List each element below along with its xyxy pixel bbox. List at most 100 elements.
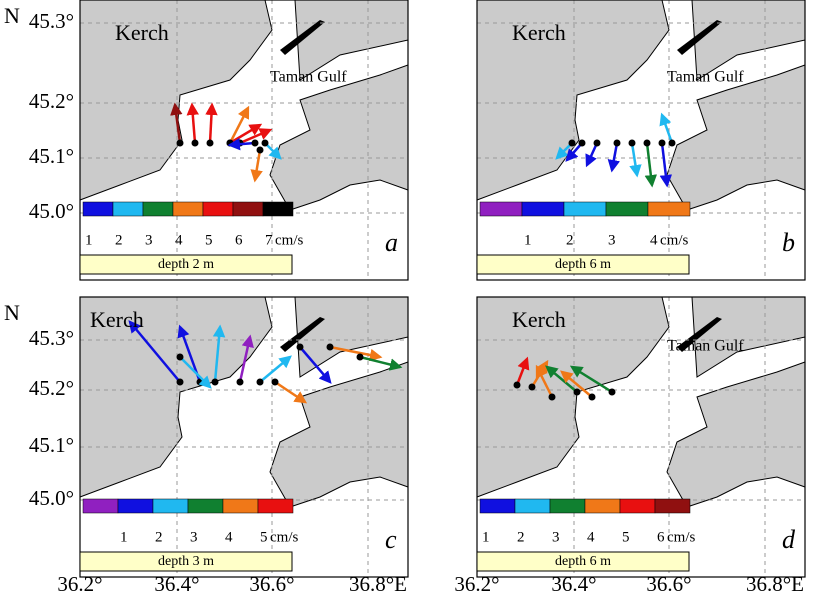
colorbar-segment xyxy=(202,201,234,217)
lon-label: 36.2° xyxy=(57,572,102,596)
depth-label: depth 2 m xyxy=(158,257,214,272)
map-panel: Kerch Taman Gulf 1 2 3 4 5 6 7 cm/s depth 2 m a xyxy=(79,0,409,281)
land-west xyxy=(476,0,670,201)
current-arrow xyxy=(128,320,181,383)
current-arrow xyxy=(228,105,250,144)
station xyxy=(326,343,334,351)
station xyxy=(658,139,666,147)
spit xyxy=(280,317,325,352)
depth-box xyxy=(476,254,690,275)
place-label: Taman Gulf xyxy=(667,338,744,355)
map-panel: Kerch Taman Gulf 1 2 3 4 cm/s depth 6 m b xyxy=(476,0,806,281)
north-label: N xyxy=(4,3,20,28)
colorbar-tick-label: 5 xyxy=(622,529,630,545)
frame xyxy=(79,296,409,578)
current-arrow xyxy=(555,142,573,160)
current-arrow xyxy=(238,334,254,383)
current-arrow xyxy=(659,142,673,188)
place-label: Kerch xyxy=(115,20,169,45)
station xyxy=(578,139,586,147)
lon-label: 36.8°E xyxy=(746,572,804,596)
panel-letter: d xyxy=(782,525,796,554)
panel-letter: b xyxy=(782,228,795,257)
colorbar-segment xyxy=(549,498,586,514)
current-arrow xyxy=(607,142,620,173)
frame xyxy=(476,296,806,578)
colorbar-tick-label: 3 xyxy=(145,232,153,248)
current-arrow xyxy=(264,142,282,160)
colorbar-segment xyxy=(619,498,656,514)
colorbar-tick-label: 4 xyxy=(587,529,595,545)
station xyxy=(568,139,576,147)
station xyxy=(256,378,264,386)
colorbar-segment xyxy=(563,201,607,217)
colorbar-segment xyxy=(654,498,691,514)
lon-label: 36.4° xyxy=(551,572,596,596)
colorbar-tick-label: 3 xyxy=(608,232,616,248)
station xyxy=(548,393,556,401)
station xyxy=(236,378,244,386)
current-arrow xyxy=(569,365,613,394)
place-label: Taman Gulf xyxy=(667,69,744,86)
lat-label: 45.3° xyxy=(29,326,74,350)
lat-label: 45.1° xyxy=(29,144,74,168)
colorbar-segment xyxy=(82,201,114,217)
depth-label: depth 3 m xyxy=(158,554,214,569)
frame xyxy=(79,0,409,281)
current-arrow xyxy=(535,364,554,398)
current-arrow xyxy=(329,345,383,362)
colorbar-segment xyxy=(82,498,119,514)
lon-label: 36.6° xyxy=(249,572,294,596)
colorbar-unit: cm/s xyxy=(270,529,298,545)
current-arrow xyxy=(179,356,212,389)
current-arrow xyxy=(186,102,200,144)
station xyxy=(588,393,596,401)
depth-box xyxy=(79,254,293,275)
colorbar-segment xyxy=(172,201,204,217)
current-arrow xyxy=(359,355,403,371)
colorbar-segment xyxy=(647,201,691,217)
current-arrow xyxy=(170,102,183,144)
station xyxy=(251,139,259,147)
colorbar-tick-label: 1 xyxy=(120,529,128,545)
station xyxy=(211,378,219,386)
depth-box xyxy=(476,551,690,572)
colorbar-tick-label: 1 xyxy=(85,232,93,248)
colorbar-segment xyxy=(117,498,154,514)
panel-letter: c xyxy=(385,525,397,554)
station xyxy=(613,139,621,147)
colorbar-segment xyxy=(187,498,224,514)
station xyxy=(296,343,304,351)
station xyxy=(176,353,184,361)
colorbar-segment xyxy=(262,201,294,217)
lat-label: 45.2° xyxy=(29,376,74,400)
colorbar-unit: cm/s xyxy=(275,232,303,248)
current-arrow xyxy=(629,142,642,178)
station xyxy=(573,388,581,396)
colorbar-tick-label: 2 xyxy=(115,232,123,248)
station xyxy=(528,383,536,391)
depth-box xyxy=(79,551,293,572)
colorbar-segment xyxy=(514,498,551,514)
panel-letter: a xyxy=(385,228,398,257)
colorbar-tick-label: 3 xyxy=(552,529,560,545)
current-arrow xyxy=(239,128,273,145)
station xyxy=(176,139,184,147)
colorbar-segment xyxy=(479,201,523,217)
colorbar-segment xyxy=(232,201,264,217)
lat-label: 45.0° xyxy=(29,486,74,510)
station xyxy=(191,139,199,147)
colorbar-tick-label: 1 xyxy=(524,232,532,248)
land-east xyxy=(666,296,806,508)
lat-label: 45.1° xyxy=(29,433,74,457)
current-arrow xyxy=(560,370,593,398)
colorbar-tick-label: 6 xyxy=(235,232,243,248)
place-label: Kerch xyxy=(90,307,144,332)
colorbar-tick-label: 4 xyxy=(225,529,233,545)
colorbar-unit: cm/s xyxy=(660,232,688,248)
colorbar-tick-label: 2 xyxy=(566,232,574,248)
colorbar-tick-label: 4 xyxy=(175,232,183,248)
lat-label: 45.3° xyxy=(29,9,74,33)
current-arrow xyxy=(274,380,308,404)
